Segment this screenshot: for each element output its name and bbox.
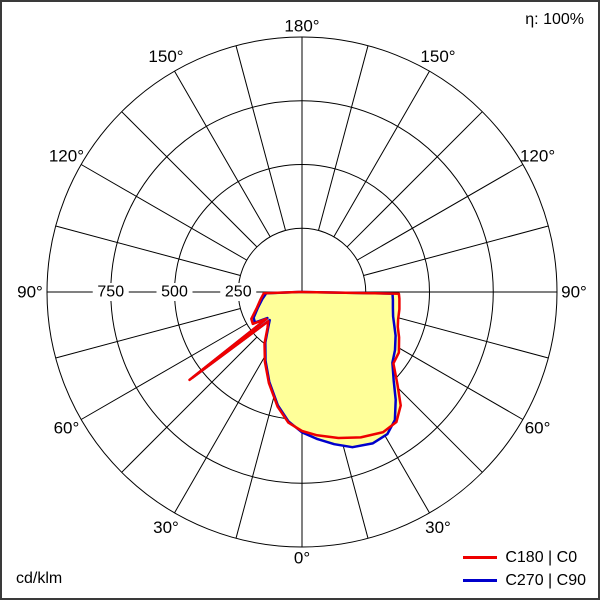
- svg-text:180°: 180°: [284, 17, 319, 36]
- legend-label-c270-c90: C270 | C90: [505, 571, 586, 589]
- svg-text:150°: 150°: [420, 47, 455, 66]
- svg-text:750: 750: [97, 284, 124, 301]
- legend-item-c180-c0: C180 | C0: [463, 548, 577, 567]
- legend: C180 | C0 C270 | C90: [463, 548, 586, 590]
- svg-text:90°: 90°: [561, 283, 587, 302]
- svg-text:60°: 60°: [54, 419, 80, 438]
- legend-label-c180-c0: C180 | C0: [505, 548, 578, 566]
- svg-text:120°: 120°: [520, 147, 555, 166]
- efficiency-label: η: 100%: [525, 11, 584, 28]
- svg-text:30°: 30°: [425, 518, 451, 537]
- blue-curve-swatch-icon: [463, 578, 498, 582]
- units-label: cd/klm: [16, 569, 63, 587]
- svg-text:60°: 60°: [525, 419, 551, 438]
- svg-text:90°: 90°: [17, 283, 43, 302]
- svg-text:150°: 150°: [148, 47, 183, 66]
- legend-item-c270-c90: C270 | C90: [463, 571, 586, 590]
- svg-text:120°: 120°: [49, 147, 84, 166]
- svg-text:30°: 30°: [153, 518, 179, 537]
- svg-text:250: 250: [225, 284, 252, 301]
- svg-text:0°: 0°: [294, 549, 310, 568]
- svg-text:500: 500: [161, 284, 188, 301]
- red-curve-swatch-icon: [463, 555, 498, 559]
